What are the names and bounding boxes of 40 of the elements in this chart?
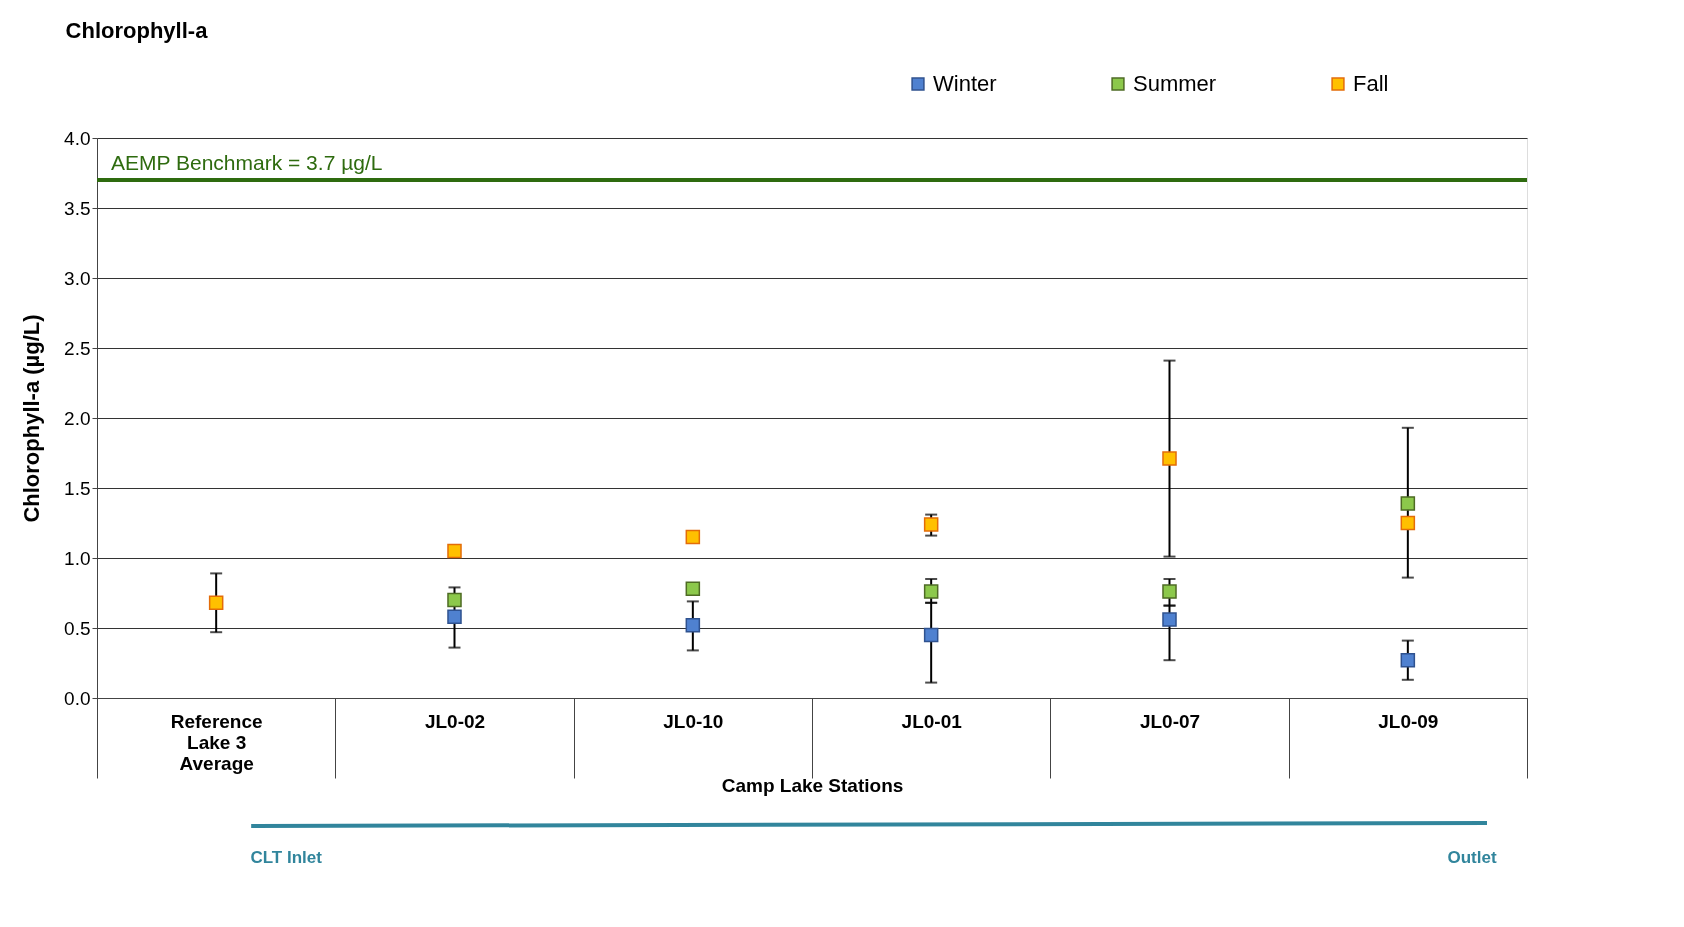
y-tick-label: 3.0 bbox=[64, 267, 91, 289]
point bbox=[1162, 451, 1177, 466]
point bbox=[923, 584, 939, 599]
x-tick-label: JL0-02 bbox=[424, 710, 486, 732]
y-axis-title: Chlorophyll-a (µg/L) bbox=[19, 314, 45, 523]
y-tick-label: 2.5 bbox=[64, 337, 91, 359]
point bbox=[1162, 612, 1177, 627]
x-axis-title: Camp Lake Stations bbox=[721, 775, 904, 796]
y-tick-label: 0.0 bbox=[64, 687, 91, 709]
point bbox=[923, 627, 939, 643]
point bbox=[1400, 496, 1416, 511]
chart-title: Chlorophyll-a bbox=[65, 18, 209, 43]
point bbox=[447, 543, 462, 559]
legend-label: Summer bbox=[1133, 71, 1217, 96]
point bbox=[1400, 515, 1416, 531]
ref-line-label: AEMP Benchmark = 3.7 µg/L bbox=[111, 151, 383, 174]
text: CLT Inlet bbox=[250, 848, 323, 867]
y-tick-label: 0.5 bbox=[64, 617, 91, 639]
point bbox=[685, 581, 701, 597]
legend-label: Winter bbox=[933, 71, 997, 96]
point bbox=[1400, 652, 1416, 668]
y-tick-label: 2.0 bbox=[64, 407, 91, 429]
point bbox=[685, 617, 701, 633]
point bbox=[923, 517, 939, 532]
legend-label: Fall bbox=[1353, 71, 1389, 96]
point bbox=[208, 595, 224, 611]
point bbox=[447, 592, 462, 608]
text: Outlet bbox=[1447, 848, 1497, 867]
x-tick-label: JL0-01 bbox=[901, 710, 963, 732]
x-tick-label: JL0-09 bbox=[1378, 710, 1439, 732]
point bbox=[447, 609, 462, 625]
y-tick-label: 3.5 bbox=[64, 197, 91, 219]
x-tick-label: Reference Lake 3 Average bbox=[170, 710, 263, 774]
y-tick-label: 1.0 bbox=[64, 547, 91, 569]
point bbox=[685, 529, 701, 545]
y-tick-label: 1.5 bbox=[64, 477, 91, 499]
x-tick-label: JL0-07 bbox=[1139, 710, 1201, 732]
point bbox=[1162, 584, 1177, 599]
y-tick-label: 4.0 bbox=[64, 127, 91, 149]
x-tick-label: JL0-10 bbox=[663, 710, 724, 732]
